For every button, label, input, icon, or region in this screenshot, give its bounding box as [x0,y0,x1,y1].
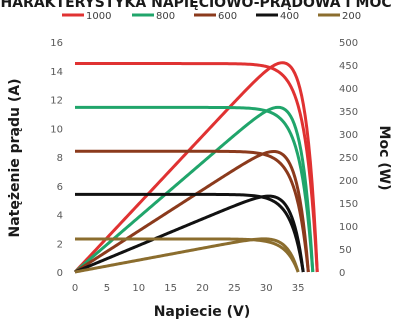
y-left-tick-label: 0 [57,268,63,279]
y-right-tick-label: 0 [339,268,345,279]
y-right-tick-label: 300 [339,130,358,141]
y-left-tick-label: 16 [50,38,63,49]
y-left-tick-label: 14 [50,67,63,78]
x-tick-label: 25 [228,283,241,294]
x-tick-label: 20 [196,283,209,294]
y-right-tick-label: 450 [339,61,358,72]
y-left-tick-label: 10 [50,124,63,135]
y-right-tick-label: 200 [339,176,358,187]
x-tick-label: 30 [260,283,273,294]
y-right-tick-label: 350 [339,107,358,118]
x-tick-label: 5 [104,283,110,294]
y-axis-left-label: Natężenie prądu (A) [7,79,23,238]
current-curve-200 [75,237,300,273]
y-right-tick-label: 400 [339,84,358,95]
x-axis-label: Napiecie (V) [154,304,251,320]
power-curve-600 [74,149,310,274]
current-curve-400 [75,192,305,273]
legend-label-1000: 1000 [86,11,111,22]
chart-title-group: CHARAKTERYSTYKA NAPIĘCIOWO-PRĄDOWA I MOC… [0,0,393,11]
y-left-tick-label: 2 [57,239,63,250]
curves [73,61,319,274]
current-curve-600 [75,149,310,273]
current-curve-800 [75,105,315,273]
legend-label-800: 800 [156,11,175,22]
y-left-tick-label: 12 [50,96,63,107]
power-curve-1000 [73,61,319,274]
chart-title: CHARAKTERYSTYKA NAPIĘCIOWO-PRĄDOWA I MOC… [0,0,393,11]
x-tick-label: 0 [72,283,78,294]
current-curve-1000 [75,62,319,273]
legend: 1000 800 600 400 200 [62,11,361,22]
y-left-tick-label: 4 [57,211,63,222]
x-tick-label: 35 [292,283,305,294]
y-right-tick-label: 150 [339,199,358,210]
y-right-tick-label: 250 [339,153,358,164]
x-tick-label: 10 [132,283,145,294]
y-right-tick-label: 500 [339,38,358,49]
legend-label-200: 200 [342,11,361,22]
legend-label-600: 600 [218,11,237,22]
axis-labels: Napiecie (V) Natężenie prądu (A) Moc (W) [7,79,392,321]
y-right-tick-label: 50 [339,245,352,256]
power-curve-200 [74,237,300,274]
y-right-tick-label: 100 [339,222,358,233]
y-left-tick-label: 8 [57,153,63,164]
legend-label-400: 400 [280,11,299,22]
x-tick-label: 15 [164,283,177,294]
y-left-tick-label: 6 [57,182,63,193]
y-axis-right-label: Moc (W) [376,126,392,191]
axes: 0 5 10 15 20 25 30 3502468101214160501001502002… [50,38,358,294]
